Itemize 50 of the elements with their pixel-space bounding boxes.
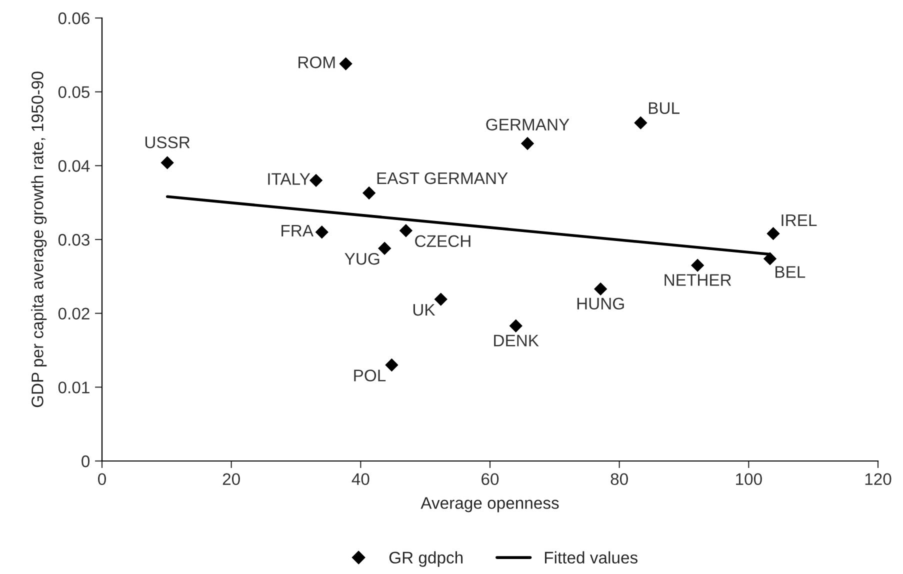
point <box>594 282 608 296</box>
point <box>385 358 398 372</box>
annotation: FRA <box>282 224 314 236</box>
point <box>309 174 323 188</box>
y-tick-label: 0.03 <box>58 234 90 246</box>
point <box>378 242 392 255</box>
point <box>434 292 448 306</box>
x-tick-label: 60 <box>482 473 499 486</box>
point <box>399 224 413 238</box>
annotation: POL <box>354 370 386 382</box>
y-tick-label: 0 <box>82 455 90 468</box>
point <box>509 319 522 332</box>
point <box>634 116 648 130</box>
legend-label: Fitted values <box>544 551 638 564</box>
annotation: ROM <box>298 56 335 68</box>
point <box>160 156 174 170</box>
point <box>763 252 777 266</box>
y-tick-label: 0.06 <box>58 12 90 24</box>
annotation: NETHER <box>664 274 732 286</box>
point <box>315 226 328 239</box>
legend-label: GR gdpch <box>389 551 463 567</box>
y-tick-label: 0.04 <box>58 160 90 172</box>
annotation: CZECH <box>415 235 470 248</box>
x-axis-title: Average openness <box>420 497 559 512</box>
y-tick-label: 0.05 <box>58 86 90 98</box>
annotation: DENK <box>494 334 539 346</box>
annotation: USSR <box>145 136 190 148</box>
point <box>339 57 352 70</box>
y-axis-title: GDP per capita average growth rate, 1950-90 <box>31 72 47 408</box>
x-tick-label: 40 <box>352 473 370 486</box>
annotation: BUL <box>648 102 680 114</box>
x-tick-label: 0 <box>98 473 106 486</box>
x-tick-label: 80 <box>610 473 628 486</box>
annotation: BEL <box>776 266 806 278</box>
point <box>690 258 704 272</box>
annotation: UK <box>413 304 436 316</box>
annotation: ITALY <box>268 173 310 185</box>
annotation: EAST GERMANY <box>377 172 508 184</box>
annotation: IREL <box>782 214 817 226</box>
annotation: YUG <box>344 252 380 265</box>
annotation: HUNG <box>577 298 624 310</box>
y-tick-label: 0.01 <box>58 382 90 394</box>
y-tick-label: 0.02 <box>58 308 90 320</box>
annotation: GERMANY <box>486 118 570 130</box>
x-tick-label: 120 <box>865 473 892 486</box>
x-tick-label: 100 <box>736 473 762 486</box>
point <box>362 186 376 200</box>
point <box>520 136 534 150</box>
x-tick-label: 20 <box>222 473 240 486</box>
point <box>766 227 780 240</box>
